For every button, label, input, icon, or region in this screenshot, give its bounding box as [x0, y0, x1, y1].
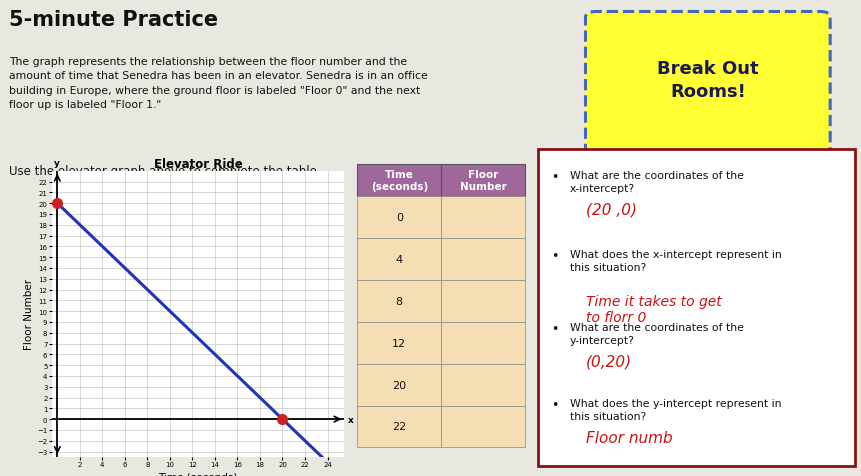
Text: 8: 8 — [396, 296, 403, 306]
Text: Floor
Number: Floor Number — [460, 170, 506, 191]
Bar — [357, 364, 442, 406]
Text: x: x — [348, 415, 354, 424]
Text: 4: 4 — [396, 255, 403, 265]
Text: Time
(seconds): Time (seconds) — [371, 170, 428, 191]
Text: What does the x-intercept represent in
this situation?: What does the x-intercept represent in t… — [570, 249, 782, 272]
Bar — [442, 197, 525, 238]
Text: •: • — [551, 322, 558, 336]
Text: 5-minute Practice: 5-minute Practice — [9, 10, 218, 30]
Text: Use the elevator graph above to complete the table.: Use the elevator graph above to complete… — [9, 165, 320, 178]
Bar — [442, 238, 525, 280]
Text: 12: 12 — [393, 338, 406, 348]
Text: (0,20): (0,20) — [585, 354, 632, 369]
Bar — [442, 164, 525, 197]
Text: 20: 20 — [393, 380, 406, 390]
Bar — [357, 238, 442, 280]
Bar — [442, 406, 525, 447]
Bar — [357, 280, 442, 322]
Bar — [357, 197, 442, 238]
Text: 22: 22 — [392, 422, 406, 432]
Text: Floor numb: Floor numb — [585, 430, 672, 445]
Bar — [357, 322, 442, 364]
Bar — [442, 364, 525, 406]
Y-axis label: Floor Number: Floor Number — [24, 278, 34, 350]
Text: Time it takes to get
to florr 0: Time it takes to get to florr 0 — [585, 294, 722, 324]
Text: What are the coordinates of the
x-intercept?: What are the coordinates of the x-interc… — [570, 170, 744, 193]
Bar — [357, 164, 442, 197]
Bar — [357, 406, 442, 447]
Text: •: • — [551, 170, 558, 183]
Text: What are the coordinates of the
y-intercept?: What are the coordinates of the y-interc… — [570, 322, 744, 345]
Text: y: y — [54, 159, 60, 168]
Text: (20 ,0): (20 ,0) — [585, 202, 636, 217]
Text: What does the y-intercept represent in
this situation?: What does the y-intercept represent in t… — [570, 398, 781, 421]
Bar — [442, 280, 525, 322]
Title: Elevator Ride: Elevator Ride — [153, 157, 243, 170]
X-axis label: Time (seconds): Time (seconds) — [158, 471, 238, 476]
Text: Break Out
Rooms!: Break Out Rooms! — [657, 60, 759, 101]
Text: 0: 0 — [396, 213, 403, 223]
Text: The graph represents the relationship between the floor number and the
amount of: The graph represents the relationship be… — [9, 57, 427, 110]
Text: •: • — [551, 398, 558, 411]
Bar — [442, 322, 525, 364]
FancyBboxPatch shape — [585, 12, 830, 154]
Text: •: • — [551, 249, 558, 263]
